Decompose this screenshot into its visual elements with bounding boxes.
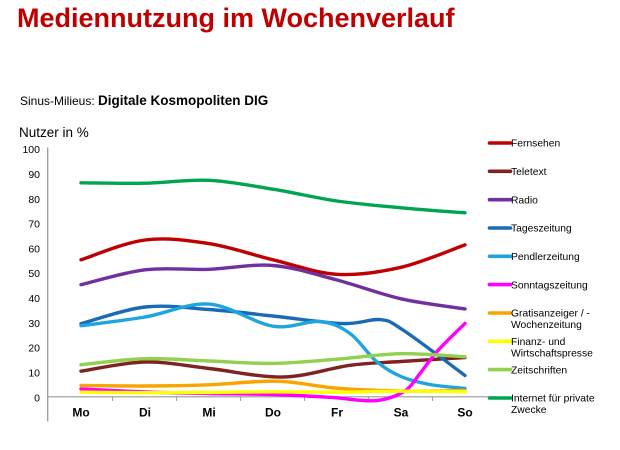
svg-text:Teletext: Teletext [511, 167, 547, 178]
svg-text:Sa: Sa [394, 406, 409, 420]
svg-text:Tageszeitung: Tageszeitung [511, 224, 572, 235]
svg-text:Finanz- und: Finanz- und [511, 337, 566, 348]
svg-text:90: 90 [28, 169, 40, 181]
svg-text:Mo: Mo [72, 406, 89, 420]
svg-text:Pendlerzeitung: Pendlerzeitung [511, 252, 580, 263]
svg-text:20: 20 [28, 343, 40, 355]
svg-text:Fernsehen: Fernsehen [511, 139, 561, 150]
svg-text:Sonntagszeitung: Sonntagszeitung [511, 280, 588, 291]
svg-text:100: 100 [22, 144, 40, 156]
svg-text:Fr: Fr [331, 406, 343, 420]
svg-text:Mi: Mi [202, 406, 215, 420]
svg-text:Radio: Radio [511, 195, 538, 206]
svg-text:0: 0 [34, 392, 40, 404]
svg-text:Di: Di [139, 406, 151, 420]
svg-text:Wochenzeitung: Wochenzeitung [511, 320, 582, 331]
svg-text:So: So [457, 406, 472, 420]
svg-text:10: 10 [28, 367, 40, 379]
svg-text:40: 40 [28, 293, 40, 305]
svg-text:70: 70 [28, 219, 40, 231]
svg-text:Wirtschaftspresse: Wirtschaftspresse [511, 349, 593, 360]
svg-text:Zwecke: Zwecke [511, 405, 547, 416]
svg-text:Gratisanzeiger / -: Gratisanzeiger / - [511, 309, 590, 320]
svg-text:Internet für private: Internet für private [511, 394, 595, 405]
svg-text:Do: Do [265, 406, 281, 420]
svg-text:50: 50 [28, 268, 40, 280]
svg-text:60: 60 [28, 243, 40, 255]
svg-text:30: 30 [28, 318, 40, 330]
svg-text:80: 80 [28, 194, 40, 206]
svg-text:Zeitschriften: Zeitschriften [511, 365, 567, 376]
